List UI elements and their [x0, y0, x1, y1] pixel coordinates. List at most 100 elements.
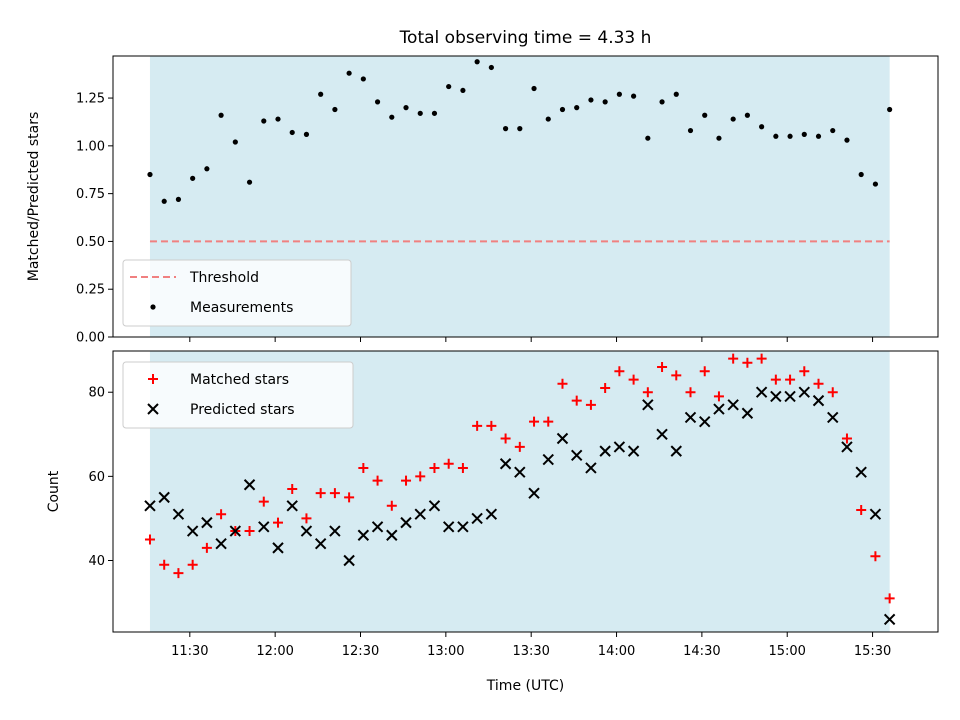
measurement-point [616, 91, 622, 97]
measurement-point [759, 124, 765, 130]
matched-star-marker [827, 387, 838, 398]
measurement-point [844, 137, 850, 143]
matched-star-marker [273, 517, 283, 528]
measurement-point [716, 135, 722, 141]
predicted-star-marker [556, 432, 569, 445]
predicted-star-marker [812, 394, 825, 407]
top-y-axis-label: Matched/Predicted stars [26, 112, 42, 282]
predicted-star-marker [286, 500, 298, 512]
measurement-point [801, 131, 807, 137]
predicted-star-marker [158, 491, 170, 504]
x-tick-label: 11:30 [171, 644, 208, 659]
predicted-star-marker [883, 613, 896, 626]
predicted-star-marker [258, 521, 270, 533]
predicted-star-marker [798, 386, 811, 398]
matched-star-marker [315, 488, 326, 499]
predicted-star-marker [272, 542, 284, 554]
measurement-point [218, 112, 224, 118]
predicted-star-marker [727, 399, 739, 411]
matched-star-marker [785, 374, 796, 385]
predicted-star-marker [542, 453, 554, 466]
predicted-star-marker [627, 445, 640, 457]
matched-star-marker [329, 488, 340, 499]
predicted-star-marker [428, 500, 441, 512]
legend-predicted-swatch [147, 403, 159, 415]
x-tick-label: 12:00 [256, 644, 293, 659]
predicted-star-marker [528, 487, 540, 499]
matched-star-marker [201, 542, 212, 553]
measurement-point [431, 110, 438, 116]
matched-star-marker [486, 420, 497, 431]
measurement-point [403, 105, 409, 111]
measurement-point [858, 171, 864, 178]
measurement-point [332, 106, 338, 113]
predicted-star-marker [741, 407, 754, 419]
x-tick-label: 13:00 [427, 644, 464, 659]
predicted-star-marker [357, 529, 370, 541]
predicted-star-marker [827, 411, 839, 424]
matched-star-marker [144, 534, 155, 545]
matched-star-marker [401, 475, 412, 486]
legend-threshold-label: Threshold [189, 270, 259, 286]
bottom-axes-frame [112, 350, 939, 633]
predicted-star-marker [699, 415, 711, 428]
measurement-point [830, 127, 836, 134]
predicted-star-marker [684, 411, 697, 424]
matched-star-marker [756, 353, 767, 364]
top-y-ticks: 0.00 0.25 0.50 0.75 1.00 1.25 [76, 92, 113, 346]
top-measurements [147, 59, 893, 204]
matched-star-marker [657, 361, 668, 372]
matched-star-marker [799, 366, 810, 377]
top-legend-box [122, 259, 352, 327]
matched-star-marker [301, 513, 312, 524]
chart-title: Total observing time = 4.33 h [399, 28, 652, 48]
x-tick-label: 14:00 [598, 644, 635, 659]
predicted-star-marker [400, 516, 412, 529]
matched-star-marker [372, 475, 383, 486]
measurement-point [602, 99, 608, 105]
measurement-point [346, 70, 352, 76]
predicted-star-marker [642, 399, 654, 411]
matched-star-marker [529, 416, 540, 427]
predicted-star-marker [201, 516, 213, 529]
predicted-star-marker [386, 529, 398, 541]
measurement-point [517, 126, 523, 132]
measurement-point [204, 166, 210, 172]
predicted-star-marker [485, 508, 498, 520]
x-tick-label: 13:30 [512, 644, 549, 659]
matched-star-marker [358, 462, 369, 473]
matched-star-marker [386, 500, 397, 511]
measurement-point [161, 198, 167, 204]
top-x-ticks [189, 337, 874, 342]
top-y-tick-label: 0.25 [76, 283, 105, 298]
predicted-star-marker [414, 508, 426, 520]
measurement-point [502, 126, 509, 132]
matched-star-marker [600, 383, 611, 394]
matched-star-marker [173, 568, 184, 579]
measurement-point [261, 118, 267, 124]
matched-star-marker [813, 378, 824, 389]
predicted-star-marker [855, 466, 867, 478]
measurement-point [474, 59, 480, 65]
predicted-star-marker [329, 525, 341, 537]
matched-star-marker [742, 357, 753, 368]
measurement-point [659, 99, 665, 105]
predicted-star-marker [343, 554, 355, 567]
measurement-point [531, 85, 537, 92]
matched-star-marker [472, 420, 483, 431]
top-y-tick-label: 0.00 [76, 331, 105, 346]
measurement-point [318, 91, 324, 97]
predicted-star-marker [186, 525, 199, 537]
predicted-star-marker [570, 449, 583, 462]
matched-star-marker [685, 387, 696, 398]
measurement-point [687, 127, 694, 134]
predicted-star-marker [442, 521, 455, 533]
matched-star-marker [159, 559, 170, 570]
predicted-star-marker [457, 521, 469, 533]
matched-star-marker [728, 353, 739, 364]
bottom-y-tick-label: 60 [88, 470, 105, 485]
measurement-point [389, 114, 395, 120]
predicted-star-marker [314, 537, 327, 550]
measurement-point [232, 139, 238, 145]
legend-predicted-label: Predicted stars [190, 402, 295, 418]
